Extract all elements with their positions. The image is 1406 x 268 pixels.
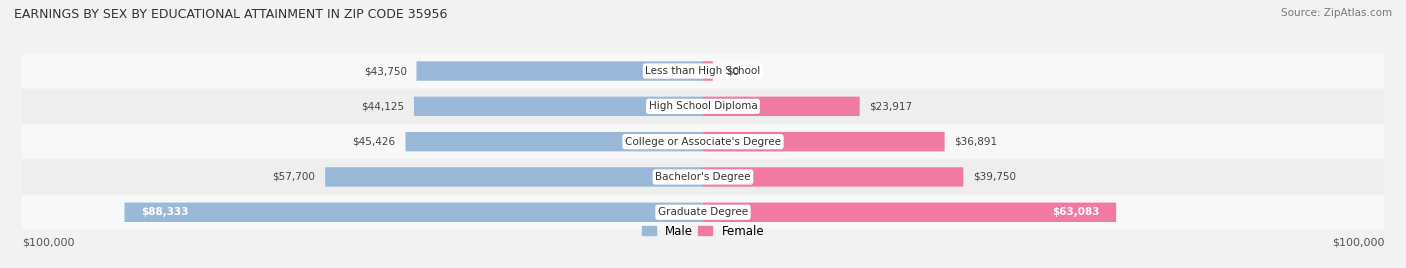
FancyBboxPatch shape: [405, 132, 703, 151]
FancyBboxPatch shape: [703, 132, 945, 151]
FancyBboxPatch shape: [703, 97, 859, 116]
Text: $57,700: $57,700: [273, 172, 315, 182]
FancyBboxPatch shape: [703, 203, 1116, 222]
FancyBboxPatch shape: [703, 167, 963, 187]
FancyBboxPatch shape: [125, 203, 703, 222]
FancyBboxPatch shape: [416, 61, 703, 81]
FancyBboxPatch shape: [22, 124, 1384, 159]
Text: $45,426: $45,426: [353, 137, 395, 147]
Text: College or Associate's Degree: College or Associate's Degree: [626, 137, 780, 147]
FancyBboxPatch shape: [325, 167, 703, 187]
Text: $23,917: $23,917: [869, 101, 912, 111]
Text: Source: ZipAtlas.com: Source: ZipAtlas.com: [1281, 8, 1392, 18]
FancyBboxPatch shape: [703, 61, 713, 81]
Text: $43,750: $43,750: [364, 66, 406, 76]
Text: High School Diploma: High School Diploma: [648, 101, 758, 111]
Legend: Male, Female: Male, Female: [637, 220, 769, 242]
FancyBboxPatch shape: [22, 160, 1384, 194]
Text: $63,083: $63,083: [1052, 207, 1099, 217]
Text: Less than High School: Less than High School: [645, 66, 761, 76]
Text: $44,125: $44,125: [361, 101, 404, 111]
FancyBboxPatch shape: [413, 97, 703, 116]
Text: $88,333: $88,333: [141, 207, 188, 217]
Text: Graduate Degree: Graduate Degree: [658, 207, 748, 217]
FancyBboxPatch shape: [22, 195, 1384, 229]
Text: $36,891: $36,891: [955, 137, 998, 147]
Text: Bachelor's Degree: Bachelor's Degree: [655, 172, 751, 182]
Text: $39,750: $39,750: [973, 172, 1017, 182]
Text: EARNINGS BY SEX BY EDUCATIONAL ATTAINMENT IN ZIP CODE 35956: EARNINGS BY SEX BY EDUCATIONAL ATTAINMEN…: [14, 8, 447, 21]
FancyBboxPatch shape: [22, 54, 1384, 88]
FancyBboxPatch shape: [22, 89, 1384, 124]
Text: $0: $0: [725, 66, 740, 76]
